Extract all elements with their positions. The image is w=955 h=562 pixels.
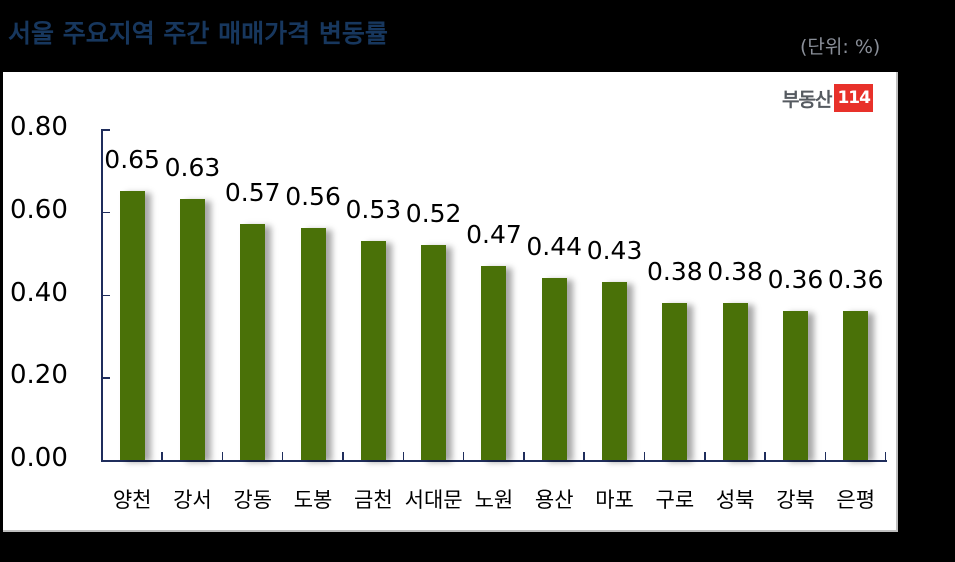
value-label: 0.43 (586, 236, 643, 266)
x-tick (824, 452, 827, 461)
x-axis (101, 460, 887, 462)
x-tick (161, 452, 163, 461)
bar-11 (782, 311, 808, 460)
category-label: 강서 (173, 488, 212, 512)
bar-10 (722, 302, 748, 460)
y-tick (101, 377, 110, 379)
x-tick (884, 452, 887, 461)
bar-7 (541, 277, 567, 460)
value-label: 0.65 (104, 145, 160, 175)
chart-title: 서울 주요지역 주간 매매가격 변동률 (8, 19, 388, 48)
category-label: 은평 (836, 488, 876, 512)
y-tick-label: 0.40 (10, 277, 68, 308)
category-label: 서대문 (404, 488, 463, 512)
bar-12 (843, 311, 869, 460)
x-tick (462, 452, 465, 461)
bar-9 (662, 302, 688, 460)
value-label: 0.47 (466, 219, 522, 249)
logo: 부동산 114 (782, 82, 873, 114)
x-tick (402, 452, 404, 461)
x-tick (523, 452, 525, 461)
y-tick-label: 0.20 (10, 360, 68, 391)
category-label: 강북 (776, 488, 815, 512)
bar-4 (360, 240, 386, 460)
bar-6 (481, 265, 507, 460)
bar-8 (602, 282, 628, 460)
chart-panel (3, 72, 898, 532)
bar-5 (421, 244, 447, 460)
y-tick (101, 129, 110, 131)
unit-label: (단위: %) (800, 36, 881, 58)
value-label: 0.44 (526, 231, 583, 261)
category-label: 구로 (655, 488, 695, 512)
y-tick-label: 0.00 (10, 443, 68, 473)
category-label: 강동 (233, 488, 273, 512)
x-tick (704, 452, 706, 461)
value-label: 0.63 (164, 153, 221, 183)
y-tick (101, 211, 110, 214)
value-label: 0.36 (767, 265, 824, 295)
y-tick (101, 294, 110, 296)
bar-1 (179, 199, 205, 460)
category-label: 금천 (354, 488, 393, 512)
x-tick (643, 452, 646, 461)
bar-0 (119, 191, 145, 460)
x-tick (342, 452, 344, 461)
value-label: 0.53 (345, 194, 402, 224)
value-label: 0.38 (647, 256, 703, 286)
category-label: 용산 (534, 488, 574, 512)
value-label: 0.56 (285, 182, 341, 212)
value-label: 0.52 (405, 198, 462, 228)
logo-text: 부동산 (782, 88, 832, 111)
value-label: 0.38 (707, 256, 763, 286)
y-tick-label: 0.80 (10, 112, 68, 142)
category-label: 도봉 (293, 488, 333, 512)
category-label: 성북 (715, 488, 755, 512)
category-label: 마포 (595, 488, 634, 512)
category-label: 노원 (474, 488, 514, 512)
x-tick (583, 452, 585, 461)
value-label: 0.36 (827, 265, 884, 295)
logo-badge: 114 (834, 84, 873, 112)
value-label: 0.57 (224, 178, 281, 208)
bar-2 (240, 224, 266, 460)
y-tick (101, 460, 110, 462)
x-tick (281, 452, 284, 461)
x-tick (221, 452, 224, 461)
bar-3 (300, 228, 326, 460)
category-label: 양천 (112, 488, 152, 512)
x-tick (764, 452, 766, 461)
y-tick-label: 0.60 (10, 194, 68, 225)
